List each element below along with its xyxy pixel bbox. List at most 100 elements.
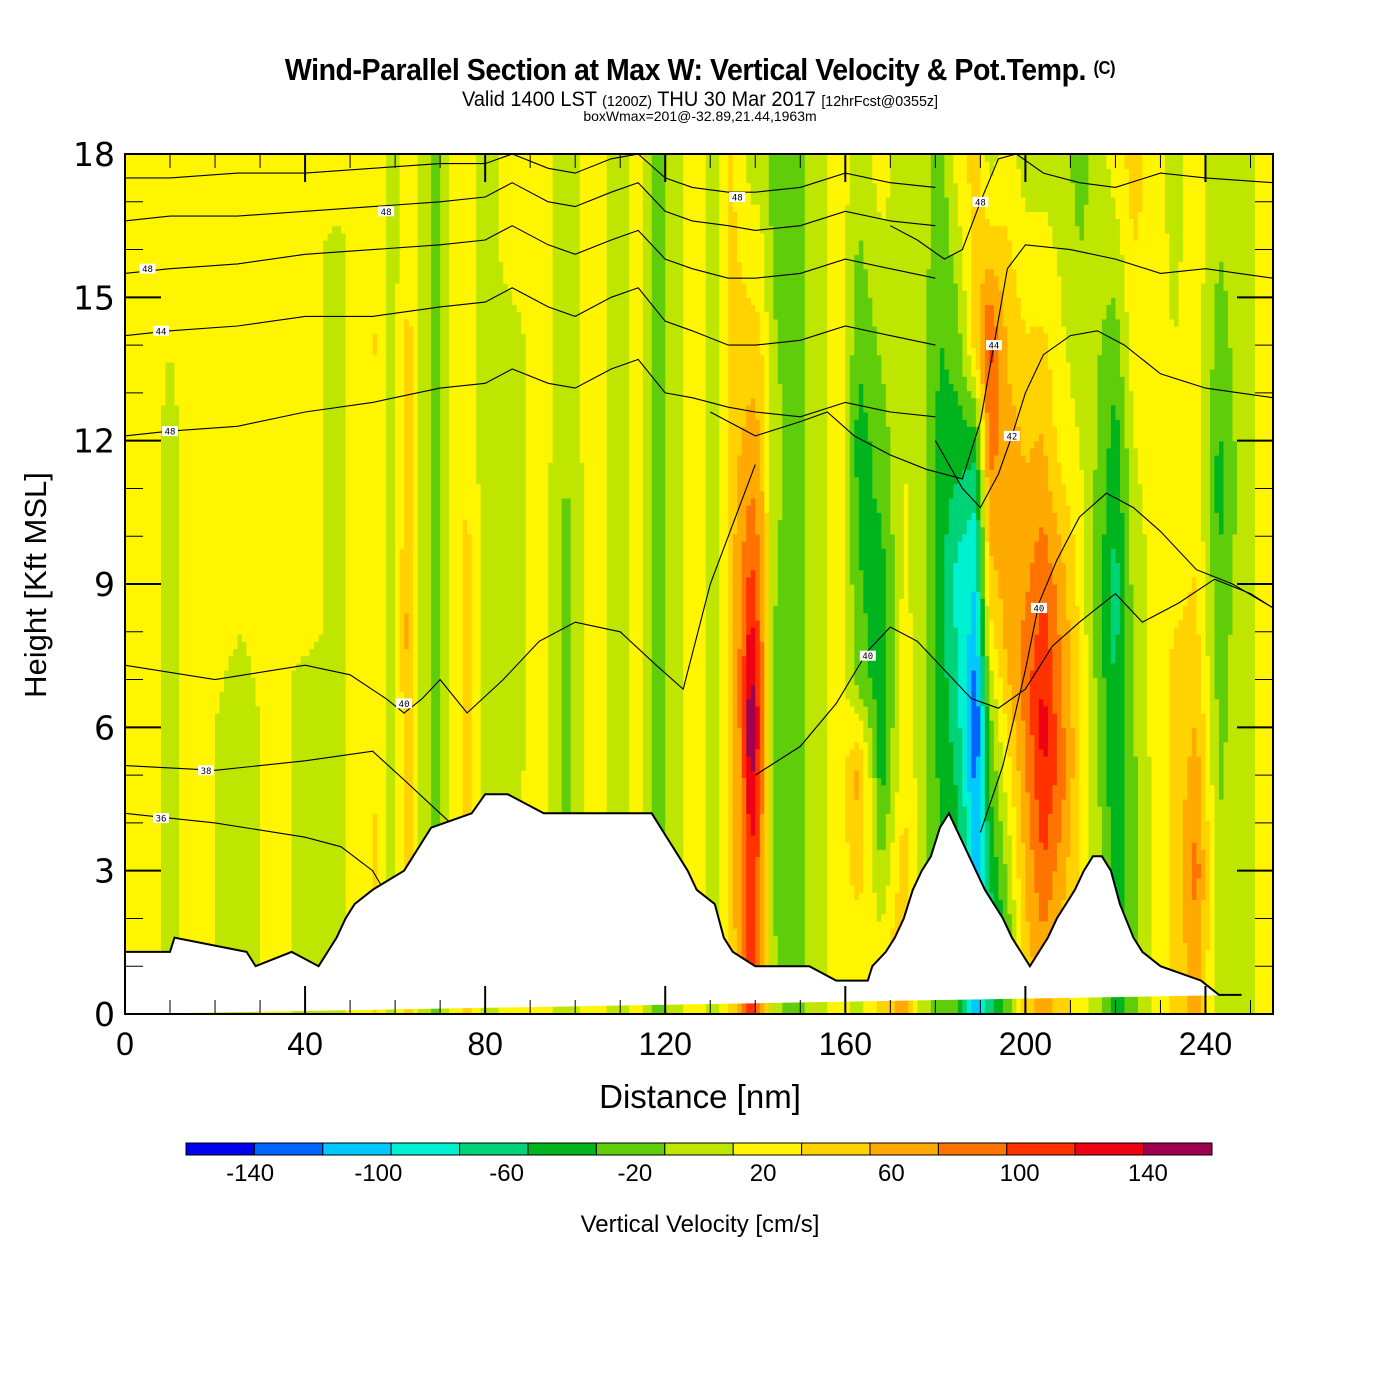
velocity-cell: [1070, 182, 1076, 399]
velocity-cell: [777, 519, 783, 979]
velocity-cell: [845, 204, 851, 700]
velocity-cell: [971, 512, 977, 592]
velocity-cell: [161, 404, 167, 1014]
velocity-cell: [989, 225, 995, 270]
colorbar-swatch: [253, 1142, 324, 1156]
velocity-cell: [989, 361, 995, 470]
velocity-cell: [867, 777, 873, 1014]
colorbar-swatch: [1074, 1142, 1145, 1156]
velocity-cell: [426, 154, 432, 1014]
velocity-cell: [408, 326, 414, 1014]
velocity-cell: [1209, 784, 1216, 1014]
velocity-cell: [746, 182, 752, 298]
velocity-cell: [1038, 526, 1044, 607]
velocity-cell: [975, 591, 981, 657]
velocity-cell: [197, 154, 203, 1014]
colorbar-tick-label: 60: [878, 1160, 905, 1187]
velocity-cell: [1232, 533, 1238, 1014]
velocity-cell: [989, 175, 995, 227]
velocity-cell: [1124, 168, 1130, 313]
velocity-cell: [764, 311, 770, 513]
velocity-cell: [1052, 584, 1058, 714]
velocity-cell: [1002, 154, 1008, 227]
velocity-cell: [1034, 211, 1040, 327]
velocity-cell: [327, 232, 333, 1014]
velocity-cell: [872, 892, 878, 1014]
velocity-cell: [849, 584, 855, 707]
velocity-cell: [1101, 154, 1108, 320]
chart-title: Wind-Parallel Section at Max W: Vertical…: [56, 52, 1344, 88]
velocity-cell: [1043, 211, 1049, 334]
velocity-cell: [611, 154, 617, 1014]
velocity-cell: [467, 533, 473, 1014]
velocity-cell: [278, 154, 284, 1014]
velocity-cell: [993, 326, 999, 456]
velocity-cell: [174, 404, 180, 1014]
velocity-cell: [1029, 154, 1035, 212]
velocity-cell: [746, 576, 752, 635]
velocity-cell: [314, 154, 320, 642]
velocity-cell: [1056, 462, 1063, 535]
velocity-cell: [872, 154, 878, 184]
velocity-cell: [1218, 440, 1225, 535]
velocity-cell: [1070, 777, 1076, 958]
colorbar-swatch: [937, 1142, 1008, 1156]
velocity-cell: [899, 598, 905, 836]
velocity-cell: [903, 483, 909, 829]
velocity-cell: [741, 541, 747, 657]
velocity-cell: [984, 412, 990, 478]
velocity-cell: [503, 283, 509, 922]
velocity-cell: [1011, 404, 1017, 721]
velocity-cell: [647, 154, 653, 1014]
velocity-cell: [849, 885, 855, 1001]
velocity-cell: [188, 154, 194, 1014]
velocity-cell: [962, 290, 968, 377]
velocity-cell: [750, 684, 756, 771]
velocity-cell: [872, 182, 878, 327]
terrain-fill: [125, 794, 1242, 1014]
velocity-cell: [962, 419, 968, 470]
velocity-cell: [1065, 505, 1072, 621]
velocity-cell: [975, 154, 981, 370]
isentrope-label-text: 40: [862, 652, 873, 662]
velocity-cell: [993, 154, 999, 162]
velocity-cell: [1052, 512, 1058, 585]
velocity-cell: [710, 154, 716, 1014]
velocity-cell: [966, 519, 972, 635]
velocity-cell: [1142, 154, 1148, 535]
velocity-cell: [998, 598, 1004, 678]
velocity-cell: [1016, 297, 1022, 427]
velocity-cell: [413, 154, 419, 1014]
velocity-cell: [566, 498, 572, 836]
velocity-cell: [1227, 154, 1234, 349]
velocity-cell: [1196, 863, 1202, 879]
velocity-cell: [1133, 240, 1139, 449]
velocity-cell: [233, 154, 239, 650]
velocity-cell: [1029, 326, 1035, 449]
velocity-cell: [989, 268, 995, 306]
velocity-cell: [1097, 154, 1103, 356]
isentrope-line: [125, 182, 936, 231]
velocity-cell: [1052, 426, 1058, 513]
y-tick-label: 18: [73, 135, 115, 174]
velocity-cell: [890, 727, 896, 843]
velocity-cell: [570, 154, 576, 1014]
velocity-cell: [1101, 533, 1108, 678]
velocity-cell: [993, 648, 999, 700]
velocity-cell: [966, 182, 972, 356]
velocity-cell: [971, 462, 977, 513]
velocity-cell: [908, 154, 914, 614]
velocity-cell: [885, 426, 891, 814]
velocity-cell: [971, 591, 977, 671]
velocity-cell: [1164, 232, 1171, 1014]
x-tick-label: 200: [999, 1026, 1052, 1062]
velocity-cell: [683, 154, 689, 1014]
colorbar-swatch: [527, 1142, 597, 1156]
x-tick-label: 80: [467, 1026, 503, 1062]
velocity-cell: [984, 268, 990, 306]
velocity-cell: [989, 806, 995, 893]
velocity-cell: [1079, 154, 1085, 241]
velocity-cell: [881, 383, 887, 549]
velocity-cell: [746, 297, 752, 406]
velocity-cell: [885, 813, 891, 886]
